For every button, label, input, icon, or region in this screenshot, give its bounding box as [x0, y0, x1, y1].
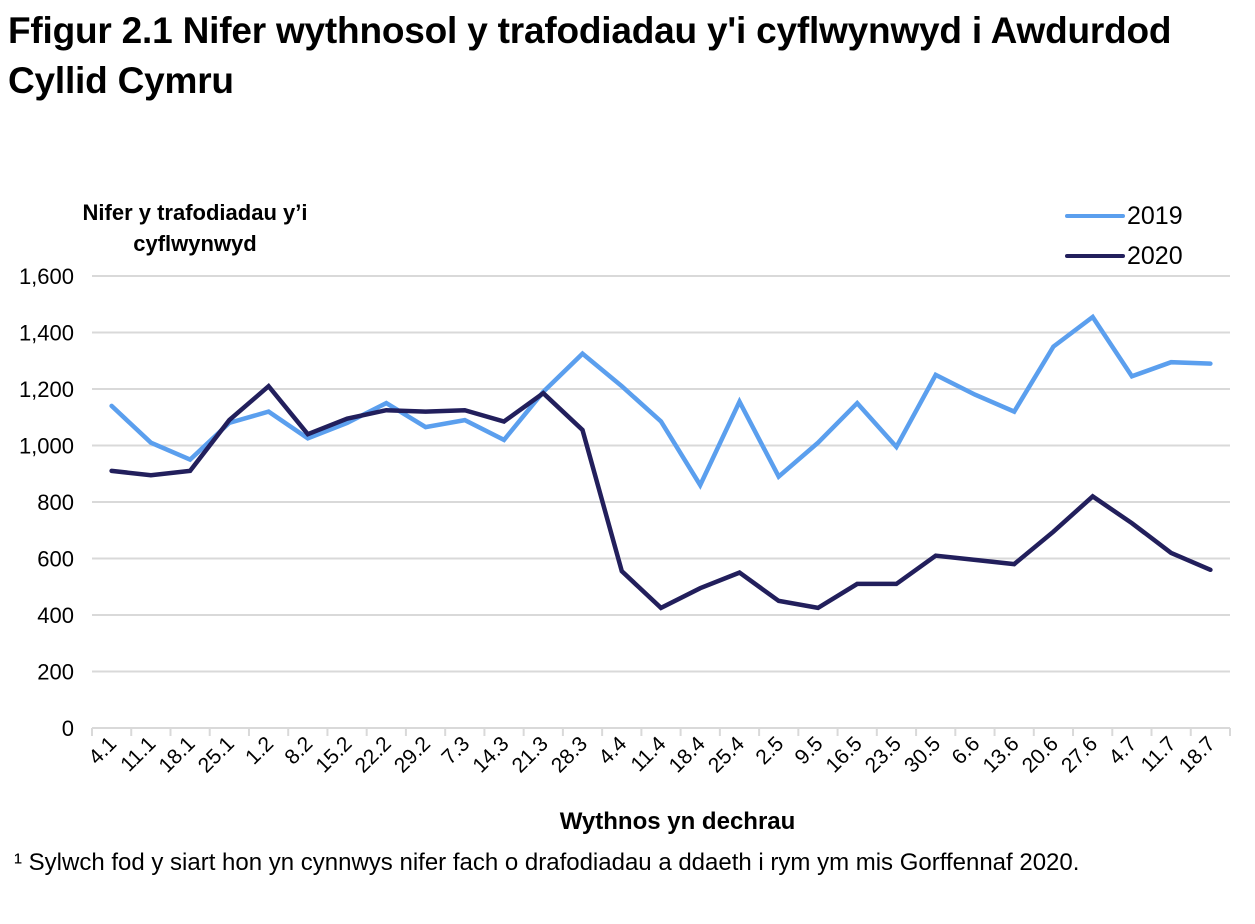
x-tick-label: 16.5	[822, 732, 867, 777]
x-tick-label: 18.1	[154, 732, 199, 777]
x-tick-label: 2.5	[751, 732, 788, 769]
y-tick-label: 600	[37, 547, 74, 572]
x-tick-label: 18.7	[1175, 732, 1220, 777]
y-tick-label: 200	[37, 660, 74, 685]
x-tick-label: 7.3	[437, 732, 474, 769]
y-axis-ticks: 0 200 400 600 800 1,000 1,200 1,400 1,600	[19, 264, 74, 741]
x-tick-label: 18.4	[665, 732, 710, 777]
y-tick-label: 1,600	[19, 264, 74, 289]
x-tick-label: 25.1	[194, 732, 239, 777]
x-tick-label: 9.5	[791, 732, 828, 769]
legend-line-icon	[1065, 214, 1125, 218]
series-lines	[109, 313, 1213, 611]
x-tick-label: 22.2	[351, 732, 396, 777]
x-tick-label: 13.6	[979, 732, 1024, 777]
series-line-2020	[109, 382, 1213, 611]
x-tick-label: 4.4	[594, 732, 631, 769]
x-tick-label: 28.3	[547, 732, 592, 777]
legend-label: 2019	[1127, 201, 1183, 230]
y-tick-label: 1,400	[19, 321, 74, 346]
x-axis-title: Wythnos yn dechrau	[559, 808, 796, 835]
legend: 2019 2020	[1065, 196, 1183, 276]
x-tick-label: 1.2	[241, 732, 278, 769]
y-tick-label: 1,200	[19, 377, 74, 402]
y-tick-label: 400	[37, 603, 74, 628]
x-tick-label: 27.6	[1057, 732, 1102, 777]
gridlines	[92, 275, 1230, 729]
y-tick-label: 800	[37, 490, 74, 515]
x-tick-label: 8.2	[280, 732, 317, 769]
series-line-2019	[109, 313, 1213, 490]
chart-title: Ffigur 2.1 Nifer wythnosol y trafodiadau…	[8, 10, 1172, 101]
y-tick-label: 0	[62, 716, 74, 741]
legend-line-icon	[1065, 254, 1125, 258]
x-tick-label: 4.1	[84, 732, 121, 769]
x-tick-label: 4.7	[1105, 732, 1142, 769]
x-tick-label: 25.4	[704, 732, 749, 777]
x-tick-label: 11.7	[1137, 732, 1181, 776]
y-tick-label: 1,000	[19, 434, 74, 459]
x-tick-label: 30.5	[900, 732, 945, 777]
x-tick-label: 11.1	[116, 732, 160, 776]
x-tick-label: 14.3	[468, 732, 513, 777]
legend-item-2020: 2020	[1065, 236, 1183, 276]
x-tick-label: 6.6	[948, 732, 985, 769]
x-tick-label: 15.2	[311, 732, 356, 777]
legend-label: 2020	[1127, 241, 1183, 270]
x-tick-label: 21.3	[508, 732, 553, 777]
x-tick-label: 11.4	[626, 732, 670, 776]
x-tick-label: 29.2	[390, 732, 435, 777]
x-tick-label: 23.5	[861, 732, 906, 777]
x-axis: 4.111.118.125.1 1.2 8.215.222.229.2 7.314.3…	[84, 728, 1231, 777]
legend-item-2019: 2019	[1065, 196, 1183, 236]
y-axis-title: Nifer y trafodiadau y’i cyflwynwyd	[82, 200, 308, 256]
footnote: ¹ Sylwch fod y siart hon yn cynnwys nife…	[14, 849, 1080, 876]
x-tick-label: 20.6	[1018, 732, 1063, 777]
